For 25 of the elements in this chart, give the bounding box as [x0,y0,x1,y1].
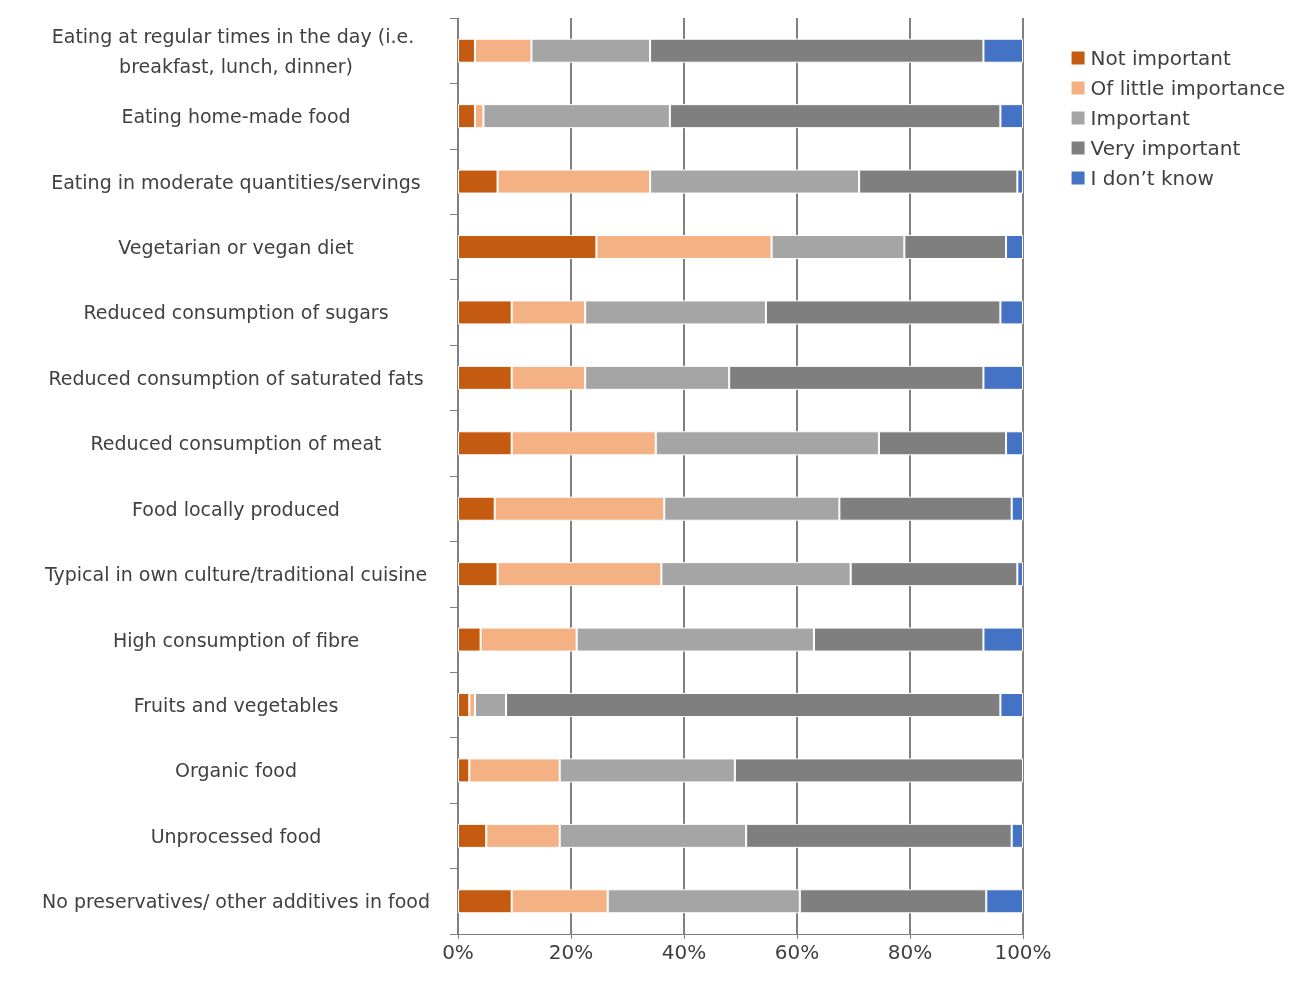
y-tick-label: Eating in moderate quantities/servings [51,170,421,193]
legend-label: I don’t know [1090,166,1214,190]
x-tick-label: 100% [994,940,1052,964]
y-tick-label: High consumption of fibre [112,628,360,651]
x-tick-label: 20% [548,940,594,964]
y-tick-label: No preservatives/ other additives in food [42,890,430,913]
y-tick-label: Unprocessed food [150,824,322,847]
y-tick-label: Reduced consumption of sugars [83,301,389,324]
y-tick-label: Vegetarian or vegan diet [118,236,354,258]
y-tick-label: Reduced consumption of meat [90,432,382,455]
y-tick-label: Eating at regular times in the day (i.e. breakfast, lunch, dinner) [51,24,421,77]
legend-label: Of little importance [1090,76,1286,100]
y-tick-label: Food locally produced [132,497,340,520]
legend-label: Not important [1090,46,1231,70]
legend-label: Very important [1090,136,1241,160]
y-tick-label: Fruits and vegetables [133,694,339,716]
x-tick-label: 40% [661,940,707,964]
y-tick-label: Reduced consumption of saturated fats [48,366,424,389]
x-tick-label: 80% [887,940,933,964]
y-tick-label: Typical in own culture/traditional cuisine [43,563,428,586]
legend-label: Important [1090,106,1190,130]
y-tick-label: Organic food [175,759,297,782]
x-tick-label: 60% [774,940,820,964]
y-tick-label: Eating home-made food [121,105,351,128]
x-tick-label: 0% [442,940,474,964]
